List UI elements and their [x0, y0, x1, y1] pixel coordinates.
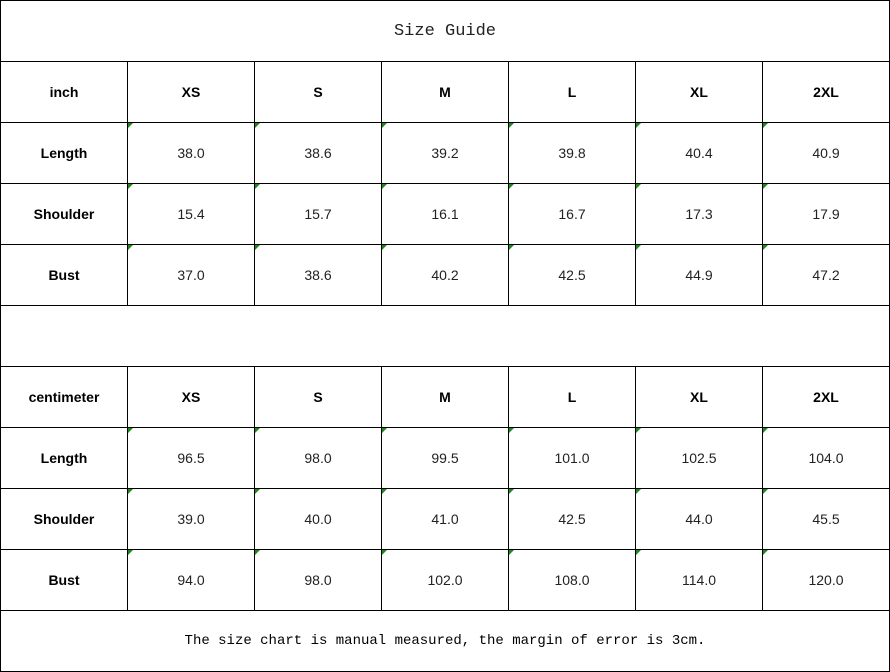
- measurement-cell[interactable]: 44.0: [635, 488, 763, 550]
- row-label: Length: [0, 122, 128, 184]
- size-header-xl: XL: [635, 61, 763, 123]
- measurement-cell[interactable]: 42.5: [508, 244, 636, 306]
- row-label: Shoulder: [0, 183, 128, 245]
- measurement-cell[interactable]: 47.2: [762, 244, 890, 306]
- measurement-cell[interactable]: 40.2: [381, 244, 509, 306]
- note-row: The size chart is manual measured, the m…: [0, 610, 890, 672]
- measurement-cell[interactable]: 39.0: [127, 488, 255, 550]
- measurement-cell[interactable]: 17.3: [635, 183, 763, 245]
- measurement-cell[interactable]: 15.4: [127, 183, 255, 245]
- measurement-cell[interactable]: 16.1: [381, 183, 509, 245]
- table-row: Bust 94.0 98.0 102.0 108.0 114.0 120.0: [0, 549, 890, 611]
- centimeter-header-row: centimeter XS S M L XL 2XL: [0, 366, 890, 428]
- measurement-cell[interactable]: 40.9: [762, 122, 890, 184]
- inch-header-row: inch XS S M L XL 2XL: [0, 61, 890, 123]
- unit-label: inch: [0, 61, 128, 123]
- measurement-cell[interactable]: 96.5: [127, 427, 255, 489]
- measurement-cell[interactable]: 38.6: [254, 122, 382, 184]
- measurement-cell[interactable]: 98.0: [254, 549, 382, 611]
- measurement-cell[interactable]: 40.4: [635, 122, 763, 184]
- size-header-2xl: 2XL: [762, 366, 890, 428]
- measurement-cell[interactable]: 99.5: [381, 427, 509, 489]
- measurement-cell[interactable]: 40.0: [254, 488, 382, 550]
- measurement-cell[interactable]: 38.6: [254, 244, 382, 306]
- measurement-cell[interactable]: 108.0: [508, 549, 636, 611]
- measurement-cell[interactable]: 45.5: [762, 488, 890, 550]
- size-header-xs: XS: [127, 366, 255, 428]
- unit-label: centimeter: [0, 366, 128, 428]
- size-guide-title: Size Guide: [0, 0, 890, 62]
- size-header-xs: XS: [127, 61, 255, 123]
- measurement-cell[interactable]: 101.0: [508, 427, 636, 489]
- measurement-cell[interactable]: 114.0: [635, 549, 763, 611]
- measurement-cell[interactable]: 39.8: [508, 122, 636, 184]
- measurement-cell[interactable]: 98.0: [254, 427, 382, 489]
- measurement-cell[interactable]: 39.2: [381, 122, 509, 184]
- measurement-cell[interactable]: 17.9: [762, 183, 890, 245]
- size-header-2xl: 2XL: [762, 61, 890, 123]
- measurement-cell[interactable]: 102.0: [381, 549, 509, 611]
- size-header-m: M: [381, 366, 509, 428]
- measurement-cell[interactable]: 44.9: [635, 244, 763, 306]
- row-label: Bust: [0, 244, 128, 306]
- measurement-cell[interactable]: 41.0: [381, 488, 509, 550]
- measurement-cell[interactable]: 104.0: [762, 427, 890, 489]
- row-label: Length: [0, 427, 128, 489]
- measurement-cell[interactable]: 37.0: [127, 244, 255, 306]
- measurement-cell[interactable]: 42.5: [508, 488, 636, 550]
- size-header-xl: XL: [635, 366, 763, 428]
- size-header-l: L: [508, 61, 636, 123]
- table-row: Length 38.0 38.6 39.2 39.8 40.4 40.9: [0, 122, 890, 184]
- row-label: Bust: [0, 549, 128, 611]
- table-row: Shoulder 39.0 40.0 41.0 42.5 44.0 45.5: [0, 488, 890, 550]
- measurement-note: The size chart is manual measured, the m…: [0, 610, 890, 672]
- size-header-m: M: [381, 61, 509, 123]
- table-row: Bust 37.0 38.6 40.2 42.5 44.9 47.2: [0, 244, 890, 306]
- size-header-s: S: [254, 61, 382, 123]
- measurement-cell[interactable]: 16.7: [508, 183, 636, 245]
- measurement-cell[interactable]: 94.0: [127, 549, 255, 611]
- measurement-cell[interactable]: 102.5: [635, 427, 763, 489]
- size-header-l: L: [508, 366, 636, 428]
- spacer-row: [0, 305, 890, 367]
- measurement-cell[interactable]: 120.0: [762, 549, 890, 611]
- measurement-cell[interactable]: 38.0: [127, 122, 255, 184]
- table-row: Shoulder 15.4 15.7 16.1 16.7 17.3 17.9: [0, 183, 890, 245]
- spacer-cell: [0, 305, 890, 367]
- row-label: Shoulder: [0, 488, 128, 550]
- table-row: Length 96.5 98.0 99.5 101.0 102.5 104.0: [0, 427, 890, 489]
- measurement-cell[interactable]: 15.7: [254, 183, 382, 245]
- size-header-s: S: [254, 366, 382, 428]
